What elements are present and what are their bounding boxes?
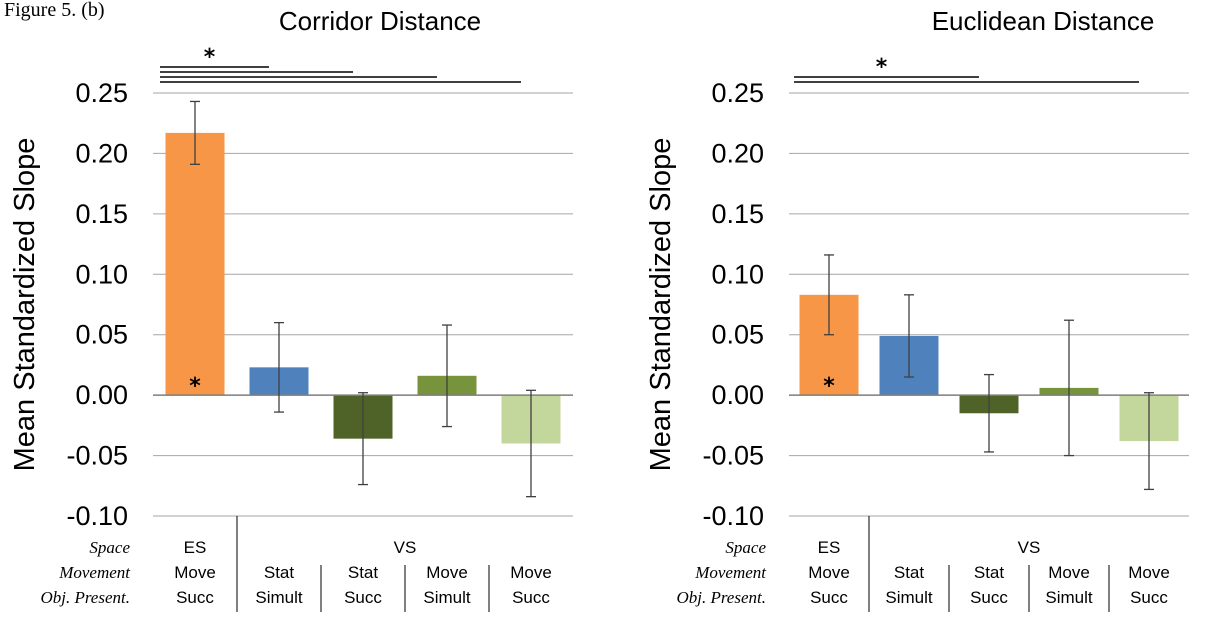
- y-tick-label: 0.20: [75, 138, 128, 168]
- movement-label: Move: [174, 563, 216, 582]
- y-tick-label: 0.05: [75, 320, 128, 350]
- presentation-label: Succ: [344, 588, 382, 607]
- presentation-label: Succ: [176, 588, 214, 607]
- bar-significance-marker: *: [823, 374, 835, 399]
- bar-significance-marker: *: [189, 374, 201, 399]
- y-tick-label: 0.25: [711, 78, 764, 108]
- y-tick-label: -0.10: [66, 501, 128, 531]
- significance-star: *: [204, 45, 216, 70]
- movement-label: Move: [1128, 563, 1170, 582]
- presentation-label: Succ: [970, 588, 1008, 607]
- row-label: Obj. Present.: [676, 588, 766, 607]
- y-tick-label: 0.15: [75, 199, 128, 229]
- presentation-label: Simult: [885, 588, 933, 607]
- y-tick-label: 0.05: [711, 320, 764, 350]
- y-tick-label: -0.05: [702, 441, 764, 471]
- movement-label: Stat: [348, 563, 379, 582]
- y-tick-label: 0.25: [75, 78, 128, 108]
- y-tick-label: 0.15: [711, 199, 764, 229]
- row-label: Space: [89, 538, 130, 557]
- row-label: Movement: [694, 563, 767, 582]
- movement-label: Move: [510, 563, 552, 582]
- space-label: VS: [394, 538, 417, 557]
- caption-fragment: Figure 5. (b): [4, 0, 105, 21]
- chart-panel-2: Euclidean Distance Mean Standardized Slop…: [645, 6, 1189, 612]
- presentation-label: Succ: [810, 588, 848, 607]
- row-label: Movement: [58, 563, 131, 582]
- chart-title: Corridor Distance: [279, 6, 481, 36]
- y-tick-label: 0.10: [711, 259, 764, 289]
- movement-label: Move: [1048, 563, 1090, 582]
- presentation-label: Succ: [1130, 588, 1168, 607]
- y-tick-label: 0.00: [711, 380, 764, 410]
- significance-star: *: [876, 55, 888, 80]
- y-tick-label: -0.10: [702, 501, 764, 531]
- presentation-label: Simult: [1045, 588, 1093, 607]
- movement-label: Move: [808, 563, 850, 582]
- row-label: Space: [725, 538, 766, 557]
- movement-label: Stat: [264, 563, 295, 582]
- space-label: ES: [184, 538, 207, 557]
- chart-panels: Corridor Distance Mean Standardized Slope…: [9, 6, 1189, 612]
- row-label: Obj. Present.: [40, 588, 130, 607]
- movement-label: Stat: [974, 563, 1005, 582]
- presentation-label: Succ: [512, 588, 550, 607]
- presentation-label: Simult: [255, 588, 303, 607]
- space-label: VS: [1018, 538, 1041, 557]
- movement-label: Stat: [894, 563, 925, 582]
- movement-label: Move: [426, 563, 468, 582]
- presentation-label: Simult: [423, 588, 471, 607]
- bar: [165, 132, 225, 396]
- y-tick-label: 0.00: [75, 380, 128, 410]
- y-tick-label: -0.05: [66, 441, 128, 471]
- y-axis-label: Mean Standardized Slope: [9, 138, 41, 472]
- space-label: ES: [818, 538, 841, 557]
- y-axis-label: Mean Standardized Slope: [645, 138, 677, 472]
- y-tick-label: 0.20: [711, 138, 764, 168]
- chart-title: Euclidean Distance: [932, 6, 1155, 36]
- chart-panel-1: Corridor Distance Mean Standardized Slope…: [9, 6, 573, 612]
- y-tick-label: 0.10: [75, 259, 128, 289]
